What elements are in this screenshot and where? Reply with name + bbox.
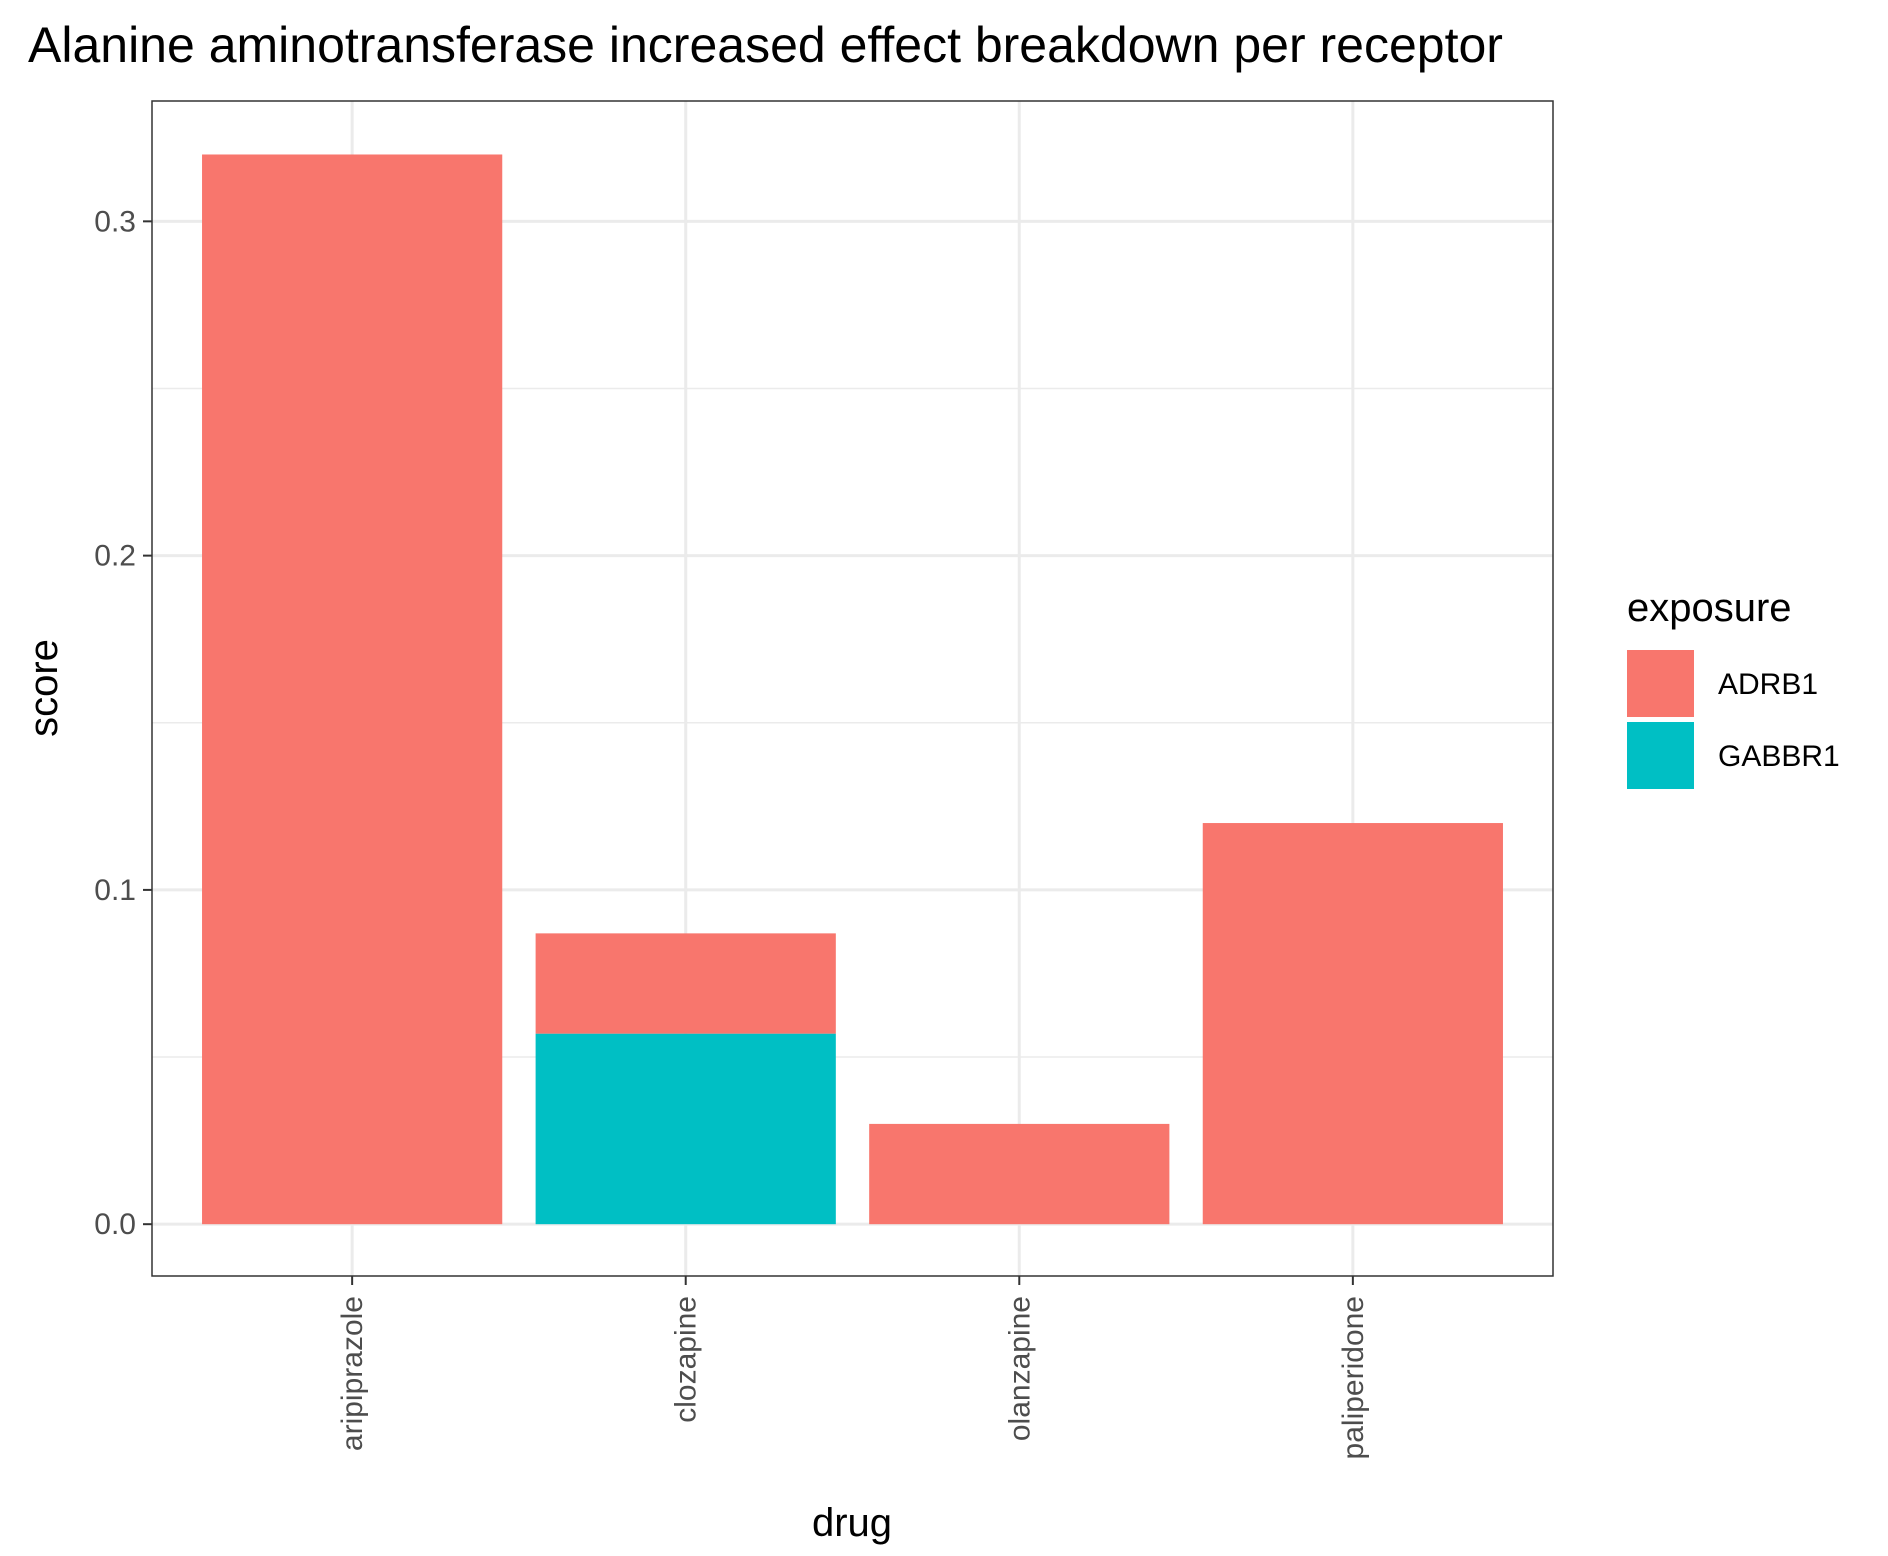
bar-paliperidone-adrb1: [1202, 823, 1503, 1225]
y-tick-label: 0.1: [94, 874, 136, 907]
bar-aripiprazole-adrb1: [202, 154, 503, 1225]
x-tick-label: paliperidone: [1337, 1296, 1370, 1459]
plot-panel: [151, 100, 1554, 1277]
legend-label: GABBR1: [1718, 740, 1840, 773]
legend-key-gabbr1: [1627, 722, 1694, 789]
legend-title: exposure: [1627, 586, 1792, 630]
bar-clozapine-adrb1: [535, 933, 836, 1034]
x-axis: aripiprazole clozapine olanzapine paliperid…: [336, 1276, 1370, 1459]
y-tick-label: 0.2: [94, 540, 136, 573]
y-axis-title: score: [22, 639, 66, 737]
legend: exposure ADRB1 GABBR1: [1627, 586, 1840, 789]
y-axis: 0.0 0.1 0.2 0.3: [94, 205, 152, 1241]
bar-clozapine-gabbr1: [535, 1033, 836, 1225]
bar-olanzapine-adrb1: [869, 1123, 1170, 1225]
legend-items: ADRB1 GABBR1: [1627, 650, 1840, 789]
bars: [202, 154, 1503, 1225]
y-tick-label: 0.3: [94, 205, 136, 238]
panel-border: [151, 100, 1554, 1277]
legend-label: ADRB1: [1718, 668, 1818, 701]
legend-key-adrb1: [1627, 650, 1694, 717]
x-tick-label: olanzapine: [1003, 1296, 1036, 1441]
chart-title: Alanine aminotransferase increased effec…: [28, 17, 1503, 73]
x-axis-title: drug: [812, 1501, 892, 1545]
x-tick-label: clozapine: [670, 1296, 703, 1423]
x-tick-label: aripiprazole: [336, 1296, 369, 1451]
y-tick-label: 0.0: [94, 1208, 136, 1241]
